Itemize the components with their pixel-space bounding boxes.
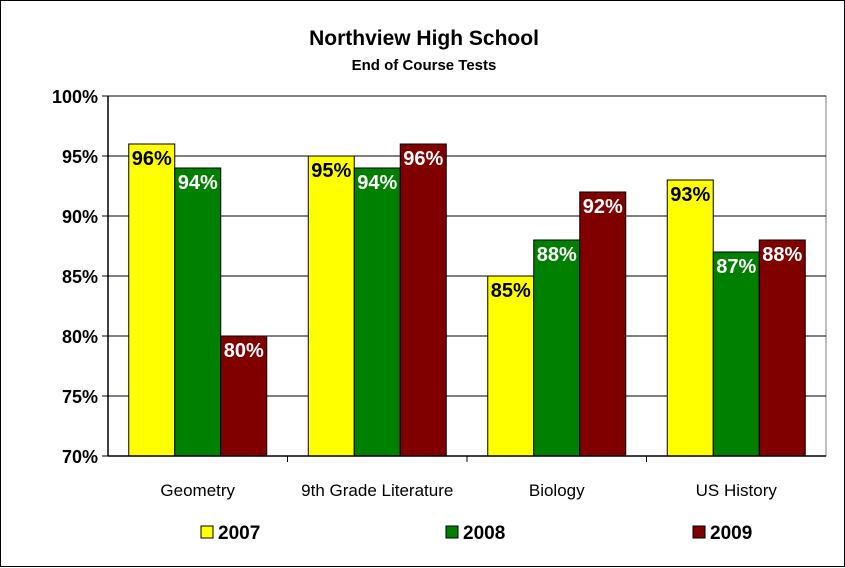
bar <box>399 143 447 457</box>
data-label: 87% <box>716 256 756 278</box>
y-axis-ticks: 100% 95% 90% 85% 80% 75% 70% <box>52 87 108 467</box>
y-tick-label: 80% <box>62 327 98 347</box>
x-tick-label: Biology <box>529 481 585 500</box>
data-label: 96% <box>132 148 172 170</box>
y-tick-label: 95% <box>62 147 98 167</box>
y-tick-label: 90% <box>62 207 98 227</box>
bar <box>128 143 176 457</box>
data-labels: 96% 94% 80% 95% 94% 96% 85% 88% 92% 93% 87% 88% <box>132 148 803 362</box>
bar <box>174 167 222 457</box>
data-label: 94% <box>357 172 397 194</box>
bar <box>533 239 581 457</box>
bar <box>758 239 806 457</box>
bar <box>712 251 760 457</box>
legend-label: 2008 <box>463 523 505 544</box>
data-label: 92% <box>583 196 623 218</box>
data-label: 95% <box>311 160 351 182</box>
x-tick-label: 9th Grade Literature <box>301 481 453 500</box>
bar <box>353 167 401 457</box>
data-label: 80% <box>224 340 264 362</box>
data-label: 88% <box>537 244 577 266</box>
chart-title: Northview High School <box>309 27 539 50</box>
bars <box>128 143 806 457</box>
y-tick-label: 70% <box>62 447 98 467</box>
legend-swatch <box>200 525 214 539</box>
legend-swatch <box>692 525 706 539</box>
y-tick-label: 75% <box>62 387 98 407</box>
bar <box>666 179 714 457</box>
x-axis-ticks: Geometry 9th Grade Literature Biology US Hi… <box>160 456 777 500</box>
x-tick-label: Geometry <box>160 481 235 500</box>
x-tick-label: US History <box>696 481 778 500</box>
legend: 2007 2008 2009 <box>200 523 752 544</box>
legend-swatch <box>445 525 459 539</box>
bar <box>579 191 627 457</box>
y-tick-label: 85% <box>62 267 98 287</box>
legend-label: 2007 <box>218 523 260 544</box>
y-tick-label: 100% <box>52 87 98 107</box>
chart-subtitle: End of Course Tests <box>352 57 497 74</box>
data-label: 88% <box>762 244 802 266</box>
bar <box>307 155 355 457</box>
legend-label: 2009 <box>710 523 752 544</box>
data-label: 94% <box>178 172 218 194</box>
bar <box>487 275 535 457</box>
data-label: 96% <box>403 148 443 170</box>
data-label: 93% <box>670 184 710 206</box>
data-label: 85% <box>491 280 531 302</box>
